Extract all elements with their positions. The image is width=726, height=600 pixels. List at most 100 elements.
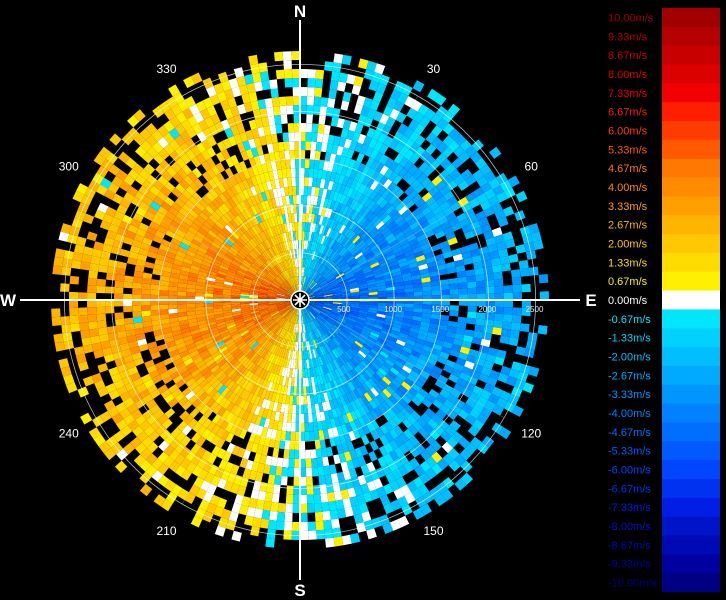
velocity-cell (246, 187, 254, 198)
velocity-cell (368, 307, 378, 311)
velocity-cell (458, 151, 471, 164)
velocity-cell (320, 312, 329, 318)
velocity-cell (158, 148, 170, 160)
velocity-cell (248, 119, 258, 130)
center-star (293, 293, 307, 307)
velocity-cell (411, 274, 422, 281)
velocity-cell (442, 384, 454, 394)
velocity-cell (406, 175, 417, 186)
velocity-cell (177, 346, 188, 354)
velocity-cell (150, 419, 162, 431)
velocity-cell (215, 276, 225, 282)
velocity-cell (325, 248, 332, 257)
velocity-cell (306, 231, 310, 241)
velocity-cell (467, 281, 477, 289)
velocity-cell (347, 487, 357, 498)
velocity-cell (328, 315, 338, 321)
velocity-cell (522, 382, 534, 394)
velocity-cell (436, 329, 447, 337)
colorbar-swatch (662, 497, 720, 518)
velocity-cell (102, 213, 114, 224)
velocity-cell (435, 196, 447, 207)
velocity-cell (209, 244, 219, 252)
velocity-cell (441, 441, 454, 454)
velocity-cell (261, 398, 268, 409)
velocity-cell (364, 251, 374, 259)
velocity-cell (153, 329, 164, 337)
velocity-cell (238, 326, 247, 333)
velocity-cell (286, 105, 294, 115)
velocity-cell (258, 291, 268, 295)
velocity-cell (274, 115, 282, 125)
velocity-cell (240, 289, 250, 293)
velocity-cell (386, 254, 396, 261)
velocity-cell (476, 293, 486, 300)
velocity-cell (304, 231, 308, 241)
velocity-cell (367, 312, 377, 317)
velocity-cell (188, 195, 199, 206)
velocity-cell (291, 413, 296, 423)
velocity-cell (382, 178, 393, 189)
velocity-cell (285, 358, 290, 368)
velocity-cell (307, 240, 311, 250)
velocity-cell (314, 304, 323, 309)
velocity-cell (367, 378, 377, 388)
velocity-cell (331, 265, 340, 273)
velocity-cell (455, 357, 467, 367)
velocity-cell (261, 282, 270, 288)
velocity-cell (319, 225, 325, 235)
velocity-cell (278, 318, 286, 326)
velocity-cell (181, 262, 192, 269)
velocity-cell (348, 159, 357, 170)
velocity-cell (357, 133, 367, 145)
velocity-cell (357, 416, 367, 427)
velocity-cell (160, 186, 172, 197)
velocity-cell (179, 323, 190, 330)
velocity-cell (280, 430, 287, 441)
velocity-cell (238, 84, 249, 96)
velocity-cell (281, 261, 287, 271)
velocity-cell (450, 388, 462, 399)
velocity-cell (340, 330, 349, 337)
velocity-cell (168, 139, 180, 151)
velocity-cell (269, 465, 277, 476)
velocity-cell (420, 272, 430, 279)
velocity-cell (390, 499, 402, 511)
velocity-cell (227, 198, 237, 208)
velocity-cell (257, 323, 266, 330)
velocity-cell (233, 336, 243, 344)
velocity-cell (345, 271, 354, 278)
velocity-cell (189, 268, 200, 275)
velocity-cell (286, 168, 292, 178)
velocity-cell (93, 434, 106, 447)
velocity-cell (350, 305, 360, 309)
velocity-cell (292, 395, 297, 405)
velocity-cell (159, 280, 170, 287)
velocity-cell (276, 356, 282, 366)
velocity-cell (353, 181, 362, 192)
velocity-cell (409, 142, 421, 154)
velocity-cell (221, 334, 232, 341)
velocity-cell (270, 161, 278, 171)
velocity-cell (232, 373, 241, 383)
velocity-cell (78, 314, 89, 324)
velocity-cell (304, 314, 309, 323)
velocity-cell (204, 254, 214, 261)
velocity-cell (422, 290, 432, 296)
velocity-cell (375, 235, 385, 244)
velocity-cell (442, 364, 454, 374)
velocity-cell (270, 323, 278, 332)
velocity-cell (440, 300, 450, 306)
velocity-cell (296, 276, 299, 286)
velocity-cell (199, 243, 210, 251)
velocity-cell (386, 408, 397, 419)
velocity-cell (252, 72, 262, 83)
velocity-cell (473, 402, 485, 413)
velocity-cell (306, 494, 315, 504)
velocity-cell (344, 253, 353, 262)
velocity-cell (395, 202, 405, 212)
velocity-cell (375, 82, 387, 95)
velocity-cell (262, 315, 272, 321)
velocity-cell (195, 289, 205, 294)
velocity-cell (320, 235, 326, 245)
